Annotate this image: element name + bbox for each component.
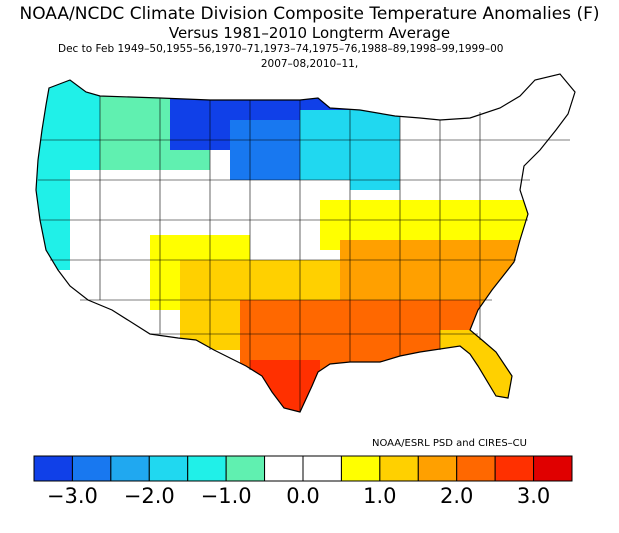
colorbar-box xyxy=(187,455,227,482)
map-subtitle: Versus 1981–2010 Longterm Average xyxy=(168,24,451,42)
colorbar-box xyxy=(379,455,419,482)
colorbar-box xyxy=(225,455,266,482)
colorbar-box xyxy=(33,455,73,482)
colorbar-box xyxy=(340,455,381,482)
map-title: NOAA/NCDC Climate Division Composite Tem… xyxy=(19,4,600,24)
colorbar-box xyxy=(494,455,535,482)
colorbar-box xyxy=(456,455,496,482)
colorbar-box xyxy=(71,455,112,482)
colorbar-box xyxy=(148,455,189,482)
colorbar-box xyxy=(110,455,150,482)
colorbar-box xyxy=(417,455,458,482)
credit-text: NOAA/ESRL PSD and CIRES–CU xyxy=(372,438,527,449)
colorbar-tick-label: −3.0 xyxy=(46,484,98,508)
colorbar-tick-label: 1.0 xyxy=(363,484,397,508)
colorbar-tick-label: −1.0 xyxy=(200,484,252,508)
colorbar-tick-label: −2.0 xyxy=(123,484,175,508)
colorbar-box xyxy=(533,455,573,482)
division-boundaries xyxy=(38,96,570,412)
colorbar-tick-label: 0.0 xyxy=(286,484,320,508)
season-years-line: Dec to Feb 1949–50,1955–56,1970–71,1973–… xyxy=(58,43,504,55)
colorbar-tick-label: 2.0 xyxy=(440,484,474,508)
colorbar-box xyxy=(302,455,342,482)
colorbar-box xyxy=(264,455,304,482)
season-years-line-2: 2007–08,2010–11, xyxy=(260,58,359,70)
us-outline xyxy=(35,73,576,413)
colorbar-tick-label: 3.0 xyxy=(516,484,551,508)
